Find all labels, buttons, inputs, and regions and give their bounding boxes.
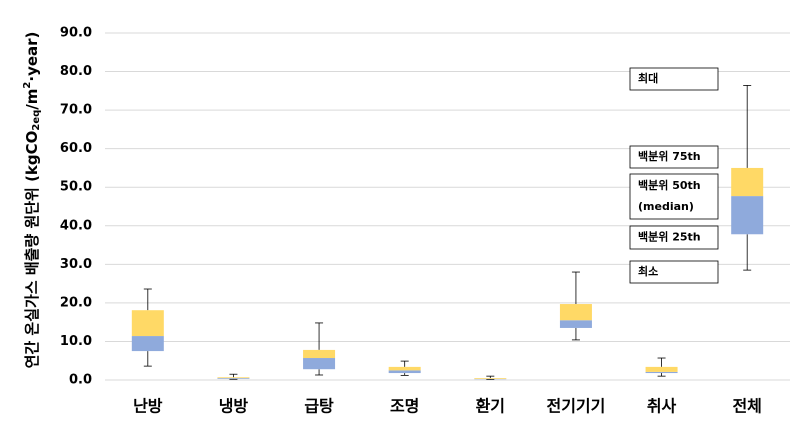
annotation-box: [629, 145, 719, 169]
y-tick-label: 0.0: [69, 373, 92, 388]
y-axis-label: 연간 온실가스 배출량 원단위 (kgCO2eq/m2·year): [22, 32, 42, 369]
y-tick-label: 50.0: [60, 180, 92, 195]
box-upper: [559, 304, 592, 321]
box-lower: [388, 370, 421, 374]
x-tick-label: 조명: [390, 397, 419, 416]
x-tick-label: 전기기기: [546, 397, 605, 416]
y-label-part: 2eq: [31, 110, 42, 131]
y-tick-label: 10.0: [60, 334, 92, 349]
y-label-part: ·year): [23, 32, 41, 82]
annotation-text: (median): [638, 200, 694, 213]
x-tick-label: 전체: [732, 397, 761, 416]
box-lower: [559, 320, 592, 328]
box-upper: [474, 378, 507, 379]
y-tick-label: 20.0: [60, 295, 92, 310]
y-tick-label: 60.0: [60, 141, 92, 156]
box-upper: [645, 366, 678, 372]
y-tick-label: 70.0: [60, 103, 92, 118]
annotation-box: [629, 67, 719, 91]
y-label-part: /m: [23, 89, 41, 110]
x-tick-label: 냉방: [219, 397, 249, 416]
y-label-part: 2: [22, 82, 33, 89]
annotation-text: 백분위 50th: [638, 178, 701, 192]
y-tick-label: 80.0: [60, 64, 92, 79]
box-lower: [731, 196, 764, 235]
box-lower: [217, 378, 250, 379]
annotation-box: [629, 173, 719, 220]
y-tick-label: 30.0: [60, 257, 92, 272]
x-tick-label: 난방: [133, 397, 163, 416]
annotation-text: 백분위 75th: [638, 149, 701, 163]
box-lower: [645, 371, 678, 374]
x-tick-label: 취사: [647, 397, 677, 416]
annotation-text: 최소: [638, 264, 658, 278]
box-lower: [131, 336, 164, 352]
box-upper: [303, 349, 336, 359]
box-upper: [217, 377, 250, 379]
annotation-box: [629, 260, 719, 284]
x-tick-label: 환기: [476, 397, 505, 416]
y-tick-label: 90.0: [60, 26, 92, 41]
x-tick-label: 급탕: [304, 397, 334, 416]
box-upper: [731, 167, 764, 197]
box-upper: [388, 366, 421, 371]
annotation-text: 백분위 25th: [638, 230, 701, 244]
annotation-box: [629, 225, 719, 250]
y-tick-label: 40.0: [60, 218, 92, 233]
y-label-part: 연간 온실가스 배출량 원단위 (kgCO: [23, 131, 41, 369]
box-upper: [131, 310, 164, 337]
box-lower: [303, 358, 336, 370]
annotation-text: 최대: [638, 71, 658, 85]
